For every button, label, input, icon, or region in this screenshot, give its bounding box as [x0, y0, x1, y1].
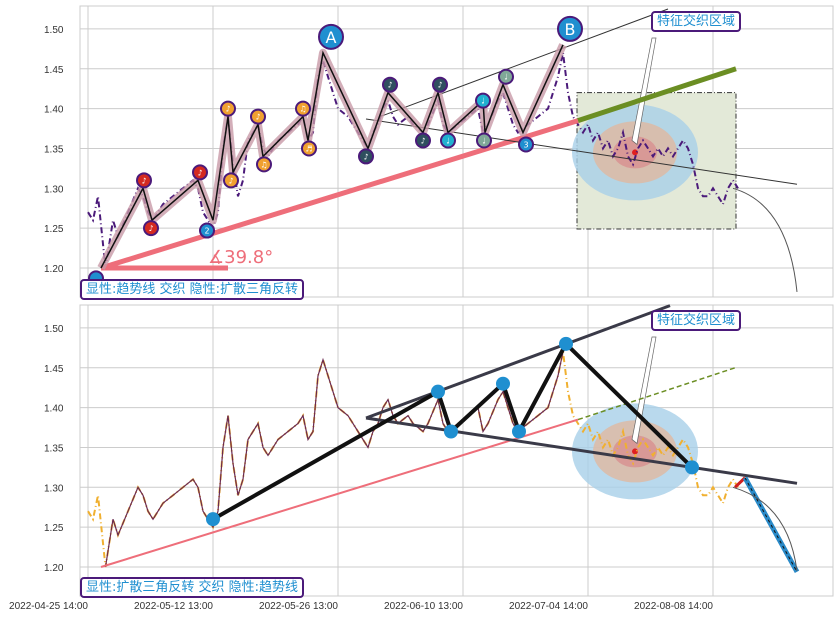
wave-marker [382, 76, 398, 93]
zone-center-dot [632, 149, 638, 156]
trend-extension [577, 367, 736, 421]
y-tick-label: 1.25 [44, 523, 64, 534]
wave-marker [143, 220, 159, 237]
y-tick-label: 1.45 [44, 364, 64, 375]
wave-marker [250, 108, 266, 125]
y-tick-label: 1.50 [44, 324, 64, 335]
top-legend-label: 显性:趋势线 交织 隐性:扩散三角反转 [80, 279, 305, 300]
x-tick-label: 2022-07-04 14:00 [509, 601, 588, 612]
wave-marker-glyph: ♩ [482, 136, 486, 145]
pattern-point [512, 424, 526, 439]
pattern-point [431, 384, 445, 399]
zigzag-line [100, 44, 564, 269]
wave-marker [136, 172, 152, 189]
wave-marker [223, 172, 239, 189]
wave-marker [199, 222, 215, 239]
wave-marker [518, 136, 534, 153]
wave-marker [295, 100, 311, 117]
trendline [100, 118, 579, 271]
angle-label: ∡39.8° [208, 247, 273, 268]
wave-marker [192, 164, 208, 181]
y-tick-label: 1.20 [44, 563, 64, 574]
x-tick-label: 2022-05-26 13:00 [259, 601, 338, 612]
zone-center-dot [632, 448, 638, 455]
y-tick-label: 1.50 [44, 25, 64, 36]
wave-marker-glyph: 3 [523, 140, 528, 149]
bottom-legend-label: 显性:扩散三角反转 交织 隐性:趋势线 [80, 577, 305, 598]
wave-marker-glyph: ♬ [305, 144, 312, 153]
wave-marker-glyph: ♪ [255, 113, 260, 122]
wave-marker-glyph: ♪ [141, 176, 146, 185]
bottom-callout-label: 特征交织区域 [651, 310, 742, 331]
wave-marker-glyph: ♩ [446, 136, 450, 145]
wave-marker [415, 132, 431, 149]
trend-extension [577, 66, 737, 123]
wave-marker [498, 68, 514, 85]
y-tick-label: 1.40 [44, 105, 64, 116]
wave-marker-glyph: ♪ [228, 176, 233, 185]
y-tick-label: 1.45 [44, 65, 64, 76]
y-tick-label: 1.20 [44, 264, 64, 275]
forecast-curve-arrow [732, 187, 798, 292]
x-tick-label: 2022-08-08 14:00 [634, 601, 713, 612]
wave-marker-glyph: ♪ [387, 81, 392, 90]
plot-area-1 [79, 304, 834, 597]
pattern-point [496, 376, 510, 391]
y-tick-label: 1.30 [44, 483, 64, 494]
wave-marker-glyph: ♪ [197, 168, 202, 177]
pattern-point [444, 424, 458, 439]
wave-marker [440, 132, 456, 149]
y-tick-label: 1.35 [44, 144, 64, 155]
wave-marker [220, 100, 236, 117]
triangle-lower-line [365, 416, 798, 485]
y-tick-label: 1.30 [44, 184, 64, 195]
y-tick-label: 1.40 [44, 404, 64, 415]
x-tick-label: 2022-06-10 13:00 [384, 601, 463, 612]
wave-marker-glyph: ♫ [299, 105, 306, 114]
wave-marker-glyph: 2 [204, 227, 209, 236]
wave-marker-glyph: ♪ [437, 81, 442, 90]
y-tick-label: 1.35 [44, 443, 64, 454]
wave-marker-glyph: ♩ [481, 97, 485, 106]
peak-marker-label: B [565, 20, 576, 39]
wave-marker [476, 132, 492, 149]
wave-marker-glyph: ♪ [148, 224, 153, 233]
forecast-line [742, 476, 800, 573]
x-tick-label: 2022-05-12 13:00 [134, 601, 213, 612]
pattern-point [206, 512, 220, 527]
wave-marker-glyph: ♪ [225, 105, 230, 114]
peak-marker-label: A [326, 28, 337, 47]
callout-arrow [631, 37, 657, 146]
wave-marker-glyph: ♫ [260, 160, 267, 169]
peak-marker [557, 15, 583, 42]
peak-marker [318, 23, 344, 50]
wave-marker-glyph: ♩ [504, 73, 508, 82]
wave-marker [358, 148, 374, 165]
wave-marker [475, 92, 491, 109]
x-tick-label: 2022-04-25 14:00 [9, 601, 88, 612]
triangle-lower-line [365, 118, 798, 185]
wave-marker-glyph: ♪ [420, 136, 425, 145]
y-tick-label: 1.25 [44, 224, 64, 235]
pattern-point [685, 460, 699, 475]
forecast-curve-arrow [732, 486, 798, 572]
top-callout-label: 特征交织区域 [651, 11, 742, 32]
pattern-point [559, 336, 573, 351]
trendline [100, 418, 579, 568]
wave-marker [432, 76, 448, 93]
wave-marker-glyph: ♪ [363, 152, 368, 161]
wave-marker [256, 156, 272, 173]
price-line [104, 351, 564, 568]
wave-marker [301, 140, 317, 157]
triangle-upper-line [379, 8, 669, 118]
triangle-upper-line [365, 304, 671, 420]
